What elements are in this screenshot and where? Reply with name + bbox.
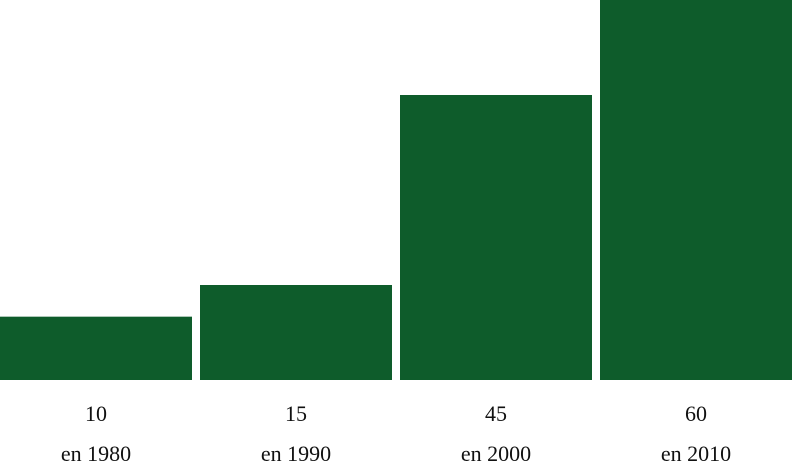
value-label: 60 bbox=[685, 401, 707, 426]
x-tick-label: en 2010 bbox=[661, 441, 731, 466]
value-label: 10 bbox=[85, 401, 107, 426]
bar bbox=[200, 285, 392, 380]
value-label: 45 bbox=[485, 401, 507, 426]
x-tick-label: en 1980 bbox=[61, 441, 131, 466]
bar bbox=[600, 0, 792, 380]
bar bbox=[0, 316, 192, 380]
bar bbox=[400, 95, 592, 380]
x-tick-label: en 1990 bbox=[261, 441, 331, 466]
x-tick-label: en 2000 bbox=[461, 441, 531, 466]
value-label: 15 bbox=[285, 401, 307, 426]
